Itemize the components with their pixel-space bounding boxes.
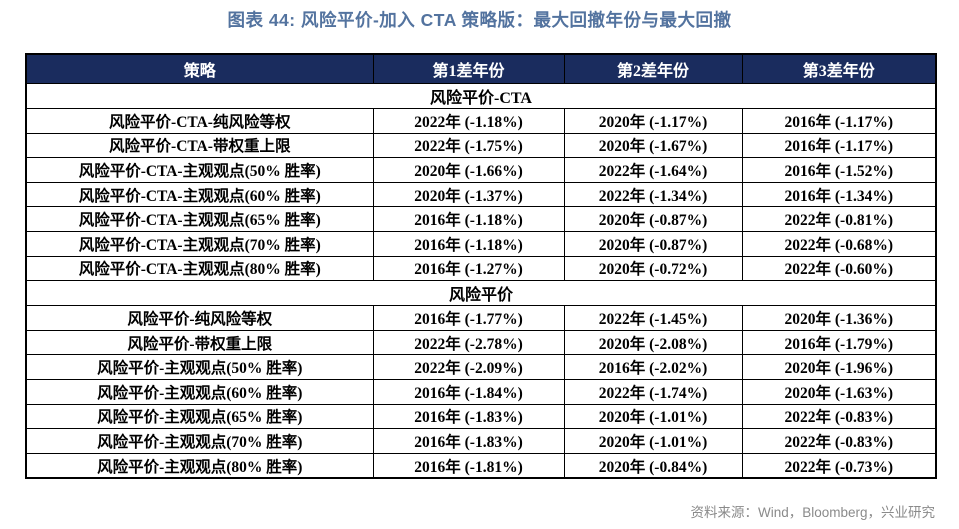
drawdown-cell: 2022年 (-0.83%) [741, 428, 937, 454]
drawdown-cell: 2020年 (-1.96%) [741, 354, 937, 380]
strategy-cell: 风险平价-纯风险等权 [25, 305, 374, 331]
drawdown-cell: 2016年 (-2.02%) [563, 354, 743, 380]
drawdown-cell: 2022年 (-0.68%) [741, 230, 937, 257]
drawdown-cell: 2020年 (-1.01%) [563, 428, 743, 454]
strategy-cell: 风险平价-CTA-主观观点(60% 胜率) [25, 181, 374, 208]
section-header-row: 风险平价-CTA [25, 83, 937, 109]
drawdown-cell: 2022年 (-0.73%) [741, 452, 937, 479]
drawdown-cell: 2016年 (-1.18%) [372, 230, 565, 257]
drawdown-cell: 2020年 (-1.66%) [372, 157, 565, 183]
drawdown-cell: 2020年 (-1.36%) [741, 305, 937, 331]
table-row: 风险平价-CTA-主观观点(80% 胜率) 2016年 (-1.27%) 2020年… [25, 255, 937, 282]
drawdown-cell: 2020年 (-0.72%) [563, 255, 743, 282]
drawdown-cell: 2022年 (-1.75%) [372, 132, 565, 159]
drawdown-cell: 2022年 (-2.78%) [372, 329, 565, 356]
drawdown-cell: 2022年 (-1.34%) [563, 181, 743, 208]
table-row: 风险平价-主观观点(65% 胜率) 2016年 (-1.83%) 2020年 (-1… [25, 403, 937, 430]
column-header-worst-year-2: 第2差年份 [563, 53, 743, 84]
section-title: 风险平价 [25, 280, 937, 307]
drawdown-cell: 2016年 (-1.34%) [741, 181, 937, 208]
table-row: 风险平价-CTA-带权重上限 2022年 (-1.75%) 2020年 (-1.67… [25, 132, 937, 159]
strategy-cell: 风险平价-CTA-主观观点(65% 胜率) [25, 206, 374, 232]
table-row: 风险平价-CTA-主观观点(65% 胜率) 2016年 (-1.18%) 2020年… [25, 206, 937, 232]
drawdown-cell: 2022年 (-1.18%) [372, 108, 565, 134]
drawdown-cell: 2020年 (-2.08%) [563, 329, 743, 356]
section-header-row: 风险平价 [25, 280, 937, 307]
table-row: 风险平价-CTA-主观观点(50% 胜率) 2020年 (-1.66%) 2022年… [25, 157, 937, 183]
table-row: 风险平价-主观观点(60% 胜率) 2016年 (-1.84%) 2022年 (-1… [25, 378, 937, 405]
drawdown-cell: 2016年 (-1.17%) [741, 132, 937, 159]
drawdown-cell: 2020年 (-0.87%) [563, 206, 743, 232]
drawdown-cell: 2016年 (-1.52%) [741, 157, 937, 183]
table-row: 风险平价-CTA-主观观点(70% 胜率) 2016年 (-1.18%) 2020年… [25, 230, 937, 257]
strategy-cell: 风险平价-主观观点(65% 胜率) [25, 403, 374, 430]
drawdown-cell: 2016年 (-1.83%) [372, 428, 565, 454]
drawdown-cell: 2016年 (-1.18%) [372, 206, 565, 232]
strategy-cell: 风险平价-CTA-主观观点(70% 胜率) [25, 230, 374, 257]
table-row: 风险平价-主观观点(70% 胜率) 2016年 (-1.83%) 2020年 (-1… [25, 428, 937, 454]
drawdown-cell: 2020年 (-0.84%) [563, 452, 743, 479]
max-drawdown-table: 策略 第1差年份 第2差年份 第3差年份 风险平价-CTA 风险平价-CTA-纯风… [25, 53, 937, 480]
drawdown-cell: 2016年 (-1.17%) [741, 108, 937, 134]
strategy-cell: 风险平价-主观观点(60% 胜率) [25, 378, 374, 405]
drawdown-cell: 2022年 (-2.09%) [372, 354, 565, 380]
figure-title: 图表 44: 风险平价-加入 CTA 策略版：最大回撤年份与最大回撤 [227, 10, 732, 30]
drawdown-cell: 2020年 (-1.63%) [741, 378, 937, 405]
drawdown-cell: 2020年 (-1.37%) [372, 181, 565, 208]
table-row: 风险平价-主观观点(80% 胜率) 2016年 (-1.81%) 2020年 (-0… [25, 452, 937, 479]
strategy-cell: 风险平价-主观观点(80% 胜率) [25, 452, 374, 479]
strategy-cell: 风险平价-CTA-带权重上限 [25, 132, 374, 159]
drawdown-cell: 2022年 (-1.64%) [563, 157, 743, 183]
drawdown-cell: 2022年 (-0.60%) [741, 255, 937, 282]
drawdown-cell: 2016年 (-1.81%) [372, 452, 565, 479]
drawdown-cell: 2022年 (-0.83%) [741, 403, 937, 430]
table-row: 风险平价-带权重上限 2022年 (-2.78%) 2020年 (-2.08%) 20… [25, 329, 937, 356]
drawdown-cell: 2020年 (-0.87%) [563, 230, 743, 257]
drawdown-cell: 2016年 (-1.83%) [372, 403, 565, 430]
strategy-cell: 风险平价-CTA-纯风险等权 [25, 108, 374, 134]
strategy-cell: 风险平价-带权重上限 [25, 329, 374, 356]
table-header-row: 策略 第1差年份 第2差年份 第3差年份 [25, 53, 937, 84]
column-header-worst-year-3: 第3差年份 [741, 53, 937, 84]
table-row: 风险平价-主观观点(50% 胜率) 2022年 (-2.09%) 2016年 (-2… [25, 354, 937, 380]
strategy-cell: 风险平价-主观观点(50% 胜率) [25, 354, 374, 380]
drawdown-cell: 2016年 (-1.84%) [372, 378, 565, 405]
table-row: 风险平价-CTA-纯风险等权 2022年 (-1.18%) 2020年 (-1.17… [25, 108, 937, 134]
source-note: 资料来源：Wind，Bloomberg，兴业研究 [690, 505, 935, 520]
strategy-cell: 风险平价-CTA-主观观点(80% 胜率) [25, 255, 374, 282]
section-title: 风险平价-CTA [25, 83, 937, 109]
drawdown-cell: 2016年 (-1.77%) [372, 305, 565, 331]
strategy-cell: 风险平价-CTA-主观观点(50% 胜率) [25, 157, 374, 183]
drawdown-cell: 2020年 (-1.67%) [563, 132, 743, 159]
drawdown-cell: 2022年 (-0.81%) [741, 206, 937, 232]
drawdown-cell: 2022年 (-1.74%) [563, 378, 743, 405]
drawdown-cell: 2022年 (-1.45%) [563, 305, 743, 331]
table-row: 风险平价-CTA-主观观点(60% 胜率) 2020年 (-1.37%) 2022年… [25, 181, 937, 208]
drawdown-cell: 2016年 (-1.79%) [741, 329, 937, 356]
column-header-worst-year-1: 第1差年份 [372, 53, 565, 84]
drawdown-cell: 2020年 (-1.17%) [563, 108, 743, 134]
drawdown-cell: 2016年 (-1.27%) [372, 255, 565, 282]
table-row: 风险平价-纯风险等权 2016年 (-1.77%) 2022年 (-1.45%) 20… [25, 305, 937, 331]
strategy-cell: 风险平价-主观观点(70% 胜率) [25, 428, 374, 454]
drawdown-cell: 2020年 (-1.01%) [563, 403, 743, 430]
column-header-strategy: 策略 [25, 53, 374, 84]
